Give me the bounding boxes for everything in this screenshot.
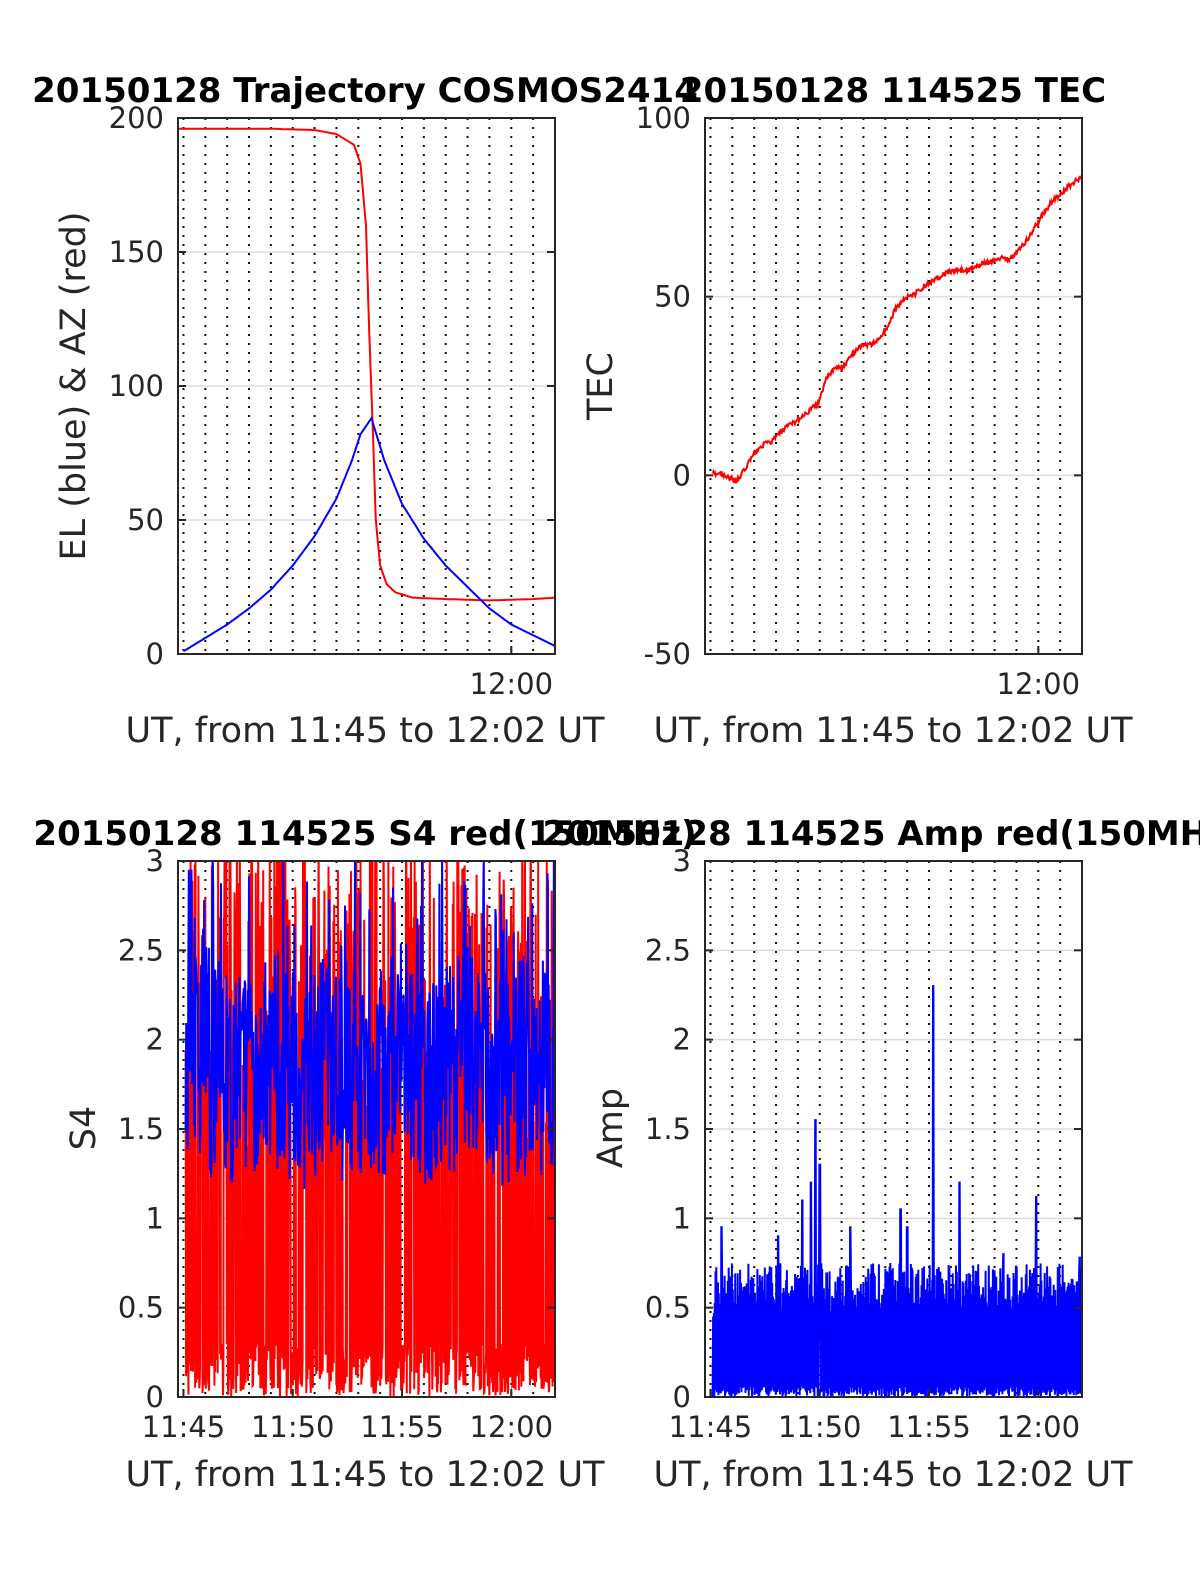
trajectory-panel: 20150128 Trajectory COSMOS2414 UT, from …	[32, 71, 698, 751]
trajectory-ytick-label: 50	[127, 503, 164, 537]
s4-ylabel: S4	[64, 1106, 104, 1151]
amp-ylabel: Amp	[591, 1088, 631, 1168]
s4-ytick-label: 0.5	[118, 1291, 164, 1325]
tec-ytick-label: 0	[673, 458, 691, 492]
s4-panel: 20150128 114525 S4 red(150MHz) UT, from …	[33, 814, 696, 1495]
s4-ytick-label: 2.5	[118, 933, 164, 967]
amp-ytick-label: 0	[673, 1380, 691, 1414]
s4-ytick-label: 0	[146, 1380, 164, 1414]
amp-ytick-label: 3	[673, 844, 691, 878]
s4-title: 20150128 114525 S4 red(150MHz)	[33, 814, 696, 854]
tec-series-red	[711, 175, 1082, 484]
s4-ytick-label: 3	[146, 844, 164, 878]
trajectory-ytick-label: 200	[109, 101, 164, 135]
s4-series-group	[184, 861, 555, 1397]
s4-xtick-label: 11:50	[251, 1410, 335, 1444]
trajectory-xlabel: UT, from 11:45 to 12:02 UT	[125, 711, 605, 751]
amp-ytick-label: 1	[673, 1201, 691, 1235]
amp-title: 20150128 114525 Amp red(150MHz)	[542, 814, 1200, 854]
amp-xtick-label: 11:45	[669, 1410, 753, 1444]
trajectory-title: 20150128 Trajectory COSMOS2414	[32, 71, 698, 111]
trajectory-series-group	[178, 127, 555, 653]
tec-ytick-label: -50	[644, 637, 691, 671]
tec-ylabel: TEC	[581, 352, 621, 421]
tec-series-group	[711, 175, 1082, 484]
tec-ytick-label: 100	[636, 101, 691, 135]
tec-xtick-label: 12:00	[997, 667, 1081, 701]
s4-xtick-label: 11:55	[360, 1410, 444, 1444]
trajectory-series-red	[178, 127, 555, 602]
trajectory-ytick-label: 0	[146, 637, 164, 671]
amp-ytick-label: 1.5	[645, 1112, 691, 1146]
amp-xtick-label: 12:00	[997, 1410, 1081, 1444]
tec-title: 20150128 114525 TEC	[680, 71, 1106, 111]
amp-series-blue	[711, 985, 1082, 1397]
amp-ytick-label: 2.5	[645, 933, 691, 967]
trajectory-ytick-label: 100	[109, 369, 164, 403]
amp-panel: 20150128 114525 Amp red(150MHz) UT, from…	[542, 814, 1200, 1495]
amp-xtick-label: 11:50	[778, 1410, 862, 1444]
amp-series-group	[711, 985, 1082, 1397]
amp-ytick-label: 0.5	[645, 1291, 691, 1325]
amp-xtick-label: 11:55	[887, 1410, 971, 1444]
s4-ytick-label: 2	[146, 1023, 164, 1057]
trajectory-ytick-label: 150	[109, 235, 164, 269]
s4-xtick-label: 12:00	[470, 1410, 554, 1444]
trajectory-series-blue	[182, 415, 555, 653]
s4-xtick-label: 11:45	[142, 1410, 226, 1444]
tec-xlabel: UT, from 11:45 to 12:02 UT	[653, 711, 1133, 751]
s4-ytick-label: 1.5	[118, 1112, 164, 1146]
amp-ytick-label: 2	[673, 1023, 691, 1057]
tec-panel: 20150128 114525 TEC UT, from 11:45 to 12…	[581, 71, 1133, 751]
tec-ytick-label: 50	[654, 280, 691, 314]
tec-axes-box	[704, 117, 1083, 655]
s4-series-blue	[184, 861, 555, 1190]
amp-xlabel: UT, from 11:45 to 12:02 UT	[653, 1455, 1133, 1495]
trajectory-ylabel: EL (blue) & AZ (red)	[54, 212, 94, 561]
s4-ytick-label: 1	[146, 1201, 164, 1235]
s4-xlabel: UT, from 11:45 to 12:02 UT	[125, 1455, 605, 1495]
trajectory-xtick-label: 12:00	[470, 667, 554, 701]
